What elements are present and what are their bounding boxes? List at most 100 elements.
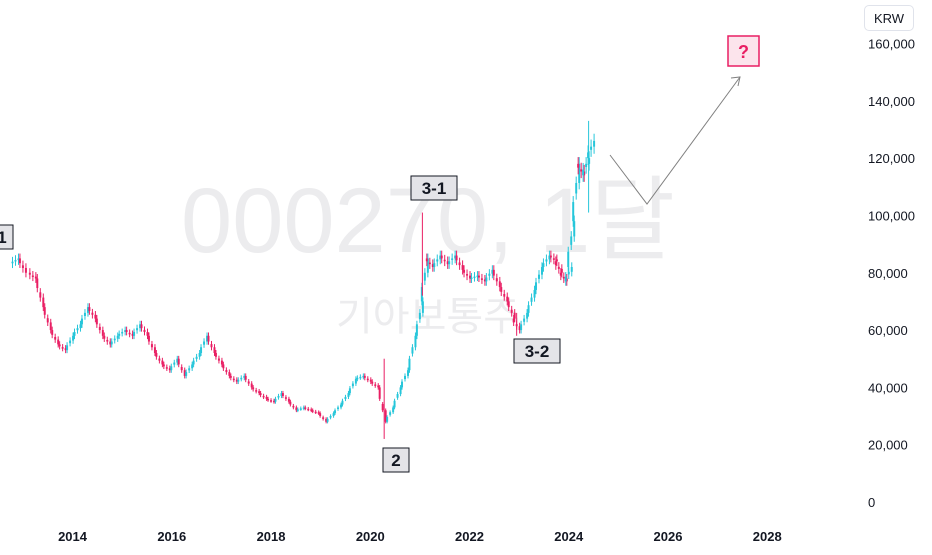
candle-body — [277, 395, 280, 398]
candle-body — [454, 255, 457, 259]
candle-body — [185, 372, 188, 376]
candle-body — [420, 287, 423, 302]
candle-body — [480, 278, 483, 280]
candle-body — [548, 255, 551, 260]
time-tick-label: 2024 — [554, 529, 584, 544]
candle-body — [302, 407, 305, 409]
candle-body — [425, 258, 428, 262]
time-tick-label: 2014 — [58, 529, 88, 544]
candle-body — [162, 364, 165, 367]
candle-body — [69, 340, 72, 344]
candle-body — [319, 413, 322, 417]
currency-button[interactable]: KRW — [864, 5, 914, 31]
candle-body — [153, 347, 156, 353]
candle-body — [407, 370, 410, 376]
candle-body — [371, 381, 374, 384]
candle-body — [161, 360, 164, 365]
candle-body — [274, 398, 277, 402]
candle-body — [125, 330, 128, 332]
candle-body — [351, 383, 354, 387]
candle-body — [113, 338, 116, 341]
candle-body — [448, 261, 451, 265]
candle-body — [513, 312, 516, 319]
wave-label-box[interactable] — [382, 447, 410, 473]
time-axis[interactable]: 2014 2016 2018 2020 2022 2024 2026 2028 — [58, 529, 782, 544]
candle-body — [143, 329, 146, 332]
candle-body — [512, 318, 515, 323]
candle-body — [492, 269, 495, 276]
candle-body — [109, 341, 112, 345]
candle-body — [95, 318, 98, 325]
candle-body — [140, 324, 143, 329]
candle-body — [340, 404, 343, 408]
candle-body — [573, 221, 576, 237]
candle-body — [210, 344, 213, 348]
candle-body — [577, 163, 580, 168]
candle-body — [51, 330, 54, 335]
price-axis[interactable]: 0 20,000 40,000 60,000 80,000 100,000 120,000 1… — [868, 37, 915, 511]
candle-body — [39, 292, 42, 298]
candle-body — [567, 251, 570, 268]
candle-body — [381, 403, 384, 411]
candle-body — [582, 169, 585, 176]
candle-body — [79, 324, 82, 329]
candle-body — [176, 358, 179, 363]
candle-body — [34, 276, 37, 279]
candle-body — [418, 312, 421, 320]
candle-body — [103, 335, 106, 339]
time-tick-label: 2028 — [753, 529, 782, 544]
candle-body — [284, 397, 287, 399]
candle-body — [507, 301, 510, 308]
candle-body — [124, 330, 127, 332]
candle-body — [404, 375, 407, 380]
candle-body — [118, 333, 121, 336]
candle-body — [295, 407, 298, 411]
candle-body — [526, 312, 529, 319]
candle-body — [158, 358, 161, 361]
candle-body — [366, 378, 369, 381]
candle-body — [188, 368, 191, 371]
candle-body — [250, 383, 253, 388]
candle-body — [354, 378, 357, 384]
question-label-box[interactable] — [727, 35, 760, 67]
projection-arrow[interactable] — [609, 76, 741, 205]
candle-body — [542, 263, 545, 268]
candle-body — [217, 358, 220, 361]
candle-body — [200, 347, 203, 353]
candle-body — [356, 377, 359, 380]
price-tick-label: 80,000 — [868, 266, 908, 281]
candle-body — [458, 262, 461, 266]
wave-label-box[interactable] — [410, 175, 458, 201]
candle-body — [310, 409, 313, 411]
candle-body — [299, 408, 302, 410]
candle-body — [18, 258, 21, 264]
price-tick-label: 40,000 — [868, 380, 908, 395]
candle-body — [222, 364, 225, 369]
candle-body — [560, 268, 563, 273]
candle-body — [488, 273, 491, 276]
candle-body — [24, 267, 27, 273]
candle-body — [317, 412, 320, 414]
candle-body — [183, 370, 186, 376]
wave-label-box[interactable] — [513, 338, 561, 364]
candle-body — [173, 362, 176, 365]
candle-body — [83, 312, 86, 317]
candle-body — [91, 312, 94, 315]
candle-body — [374, 384, 377, 386]
candle-body — [86, 307, 89, 313]
candle-body — [258, 391, 261, 394]
candle-body — [386, 416, 389, 422]
candle-body — [214, 352, 217, 357]
candle-body — [296, 409, 299, 411]
wave-label-box[interactable] — [0, 224, 14, 250]
candle-body — [506, 296, 509, 302]
candle-body — [533, 289, 536, 298]
candle-body — [325, 418, 328, 422]
wave-annotations[interactable]: 3-1 3-2 2 1? — [0, 35, 760, 473]
candle-body — [415, 324, 418, 336]
candle-body — [564, 276, 567, 282]
candle-body — [155, 352, 158, 357]
candle-body — [455, 255, 458, 261]
